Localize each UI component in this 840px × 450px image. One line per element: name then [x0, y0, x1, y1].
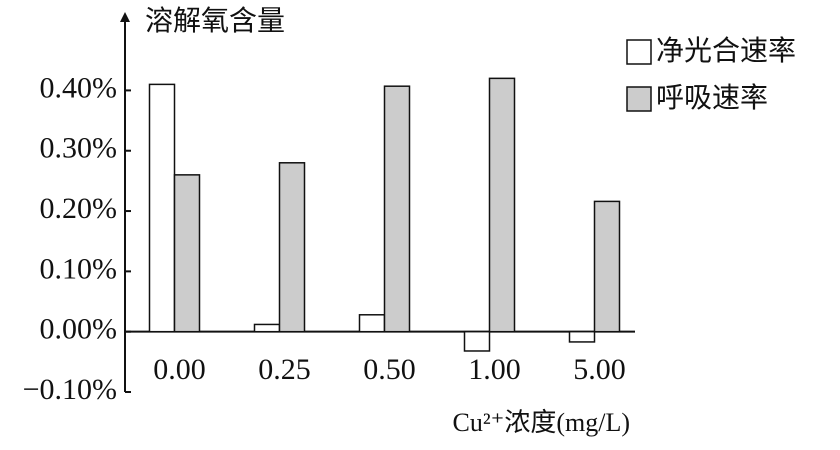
- bar: [148, 83, 176, 333]
- x-tick-label: 0.00: [153, 353, 206, 386]
- y-tick-label: −0.10%: [23, 373, 117, 406]
- y-axis-label: 溶解氧含量: [145, 4, 285, 37]
- y-axis-arrow: [120, 12, 130, 22]
- x-tick-label: 0.25: [258, 353, 311, 386]
- bar: [383, 85, 411, 333]
- legend-label: 净光合速率: [656, 34, 796, 67]
- y-tick-label: 0.10%: [40, 252, 118, 285]
- bar: [173, 174, 201, 333]
- bar: [463, 330, 491, 352]
- bar: [593, 200, 621, 333]
- legend-swatch: [626, 39, 652, 65]
- y-tick-label: 0.40%: [40, 71, 118, 104]
- x-tick-label: 1.00: [468, 353, 521, 386]
- y-tick-label: 0.20%: [40, 192, 118, 225]
- x-tick-label: 0.50: [363, 353, 416, 386]
- y-tick-label: 0.30%: [40, 132, 118, 165]
- bar: [358, 314, 386, 333]
- bar: [488, 77, 516, 333]
- legend-swatch: [626, 86, 652, 112]
- bar: [568, 330, 596, 343]
- x-tick-label: 5.00: [573, 353, 626, 386]
- x-axis-label: Cu²⁺浓度(mg/L): [452, 408, 630, 437]
- legend-label: 呼吸速率: [656, 81, 768, 114]
- y-tick-label: 0.00%: [40, 313, 118, 346]
- bar: [253, 323, 281, 333]
- bar: [278, 162, 306, 333]
